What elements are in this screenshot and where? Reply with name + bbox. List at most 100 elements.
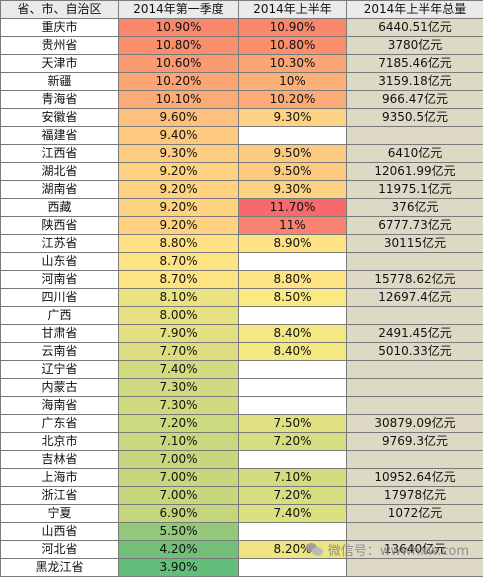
h1-rate-cell — [238, 252, 347, 271]
table-row: 陕西省 9.20% 11% 6777.73亿元 — [0, 216, 483, 235]
q1-rate-cell: 10.10% — [118, 90, 239, 109]
q1-rate-cell: 10.90% — [118, 18, 239, 37]
q1-rate-cell: 8.70% — [118, 252, 239, 271]
h1-total-cell: 6410亿元 — [346, 144, 483, 163]
q1-rate-cell: 7.20% — [118, 414, 239, 433]
region-cell: 福建省 — [0, 126, 119, 145]
table-row: 河南省 8.70% 8.80% 15778.62亿元 — [0, 270, 483, 289]
h1-rate-cell: 10% — [238, 72, 347, 91]
region-cell: 江西省 — [0, 144, 119, 163]
h1-rate-cell: 7.20% — [238, 432, 347, 451]
q1-rate-cell: 10.80% — [118, 36, 239, 55]
region-cell: 广东省 — [0, 414, 119, 433]
region-cell: 青海省 — [0, 90, 119, 109]
h1-total-cell: 9769.3亿元 — [346, 432, 483, 451]
table-row: 北京市 7.10% 7.20% 9769.3亿元 — [0, 432, 483, 451]
table-row: 湖南省 9.20% 9.30% 11975.1亿元 — [0, 180, 483, 199]
q1-rate-cell: 3.90% — [118, 558, 239, 577]
h1-total-cell — [346, 306, 483, 325]
h1-total-cell: 6777.73亿元 — [346, 216, 483, 235]
h1-rate-cell — [238, 450, 347, 469]
header-h1: 2014年上半年 — [238, 0, 347, 19]
h1-total-cell: 10952.64亿元 — [346, 468, 483, 487]
h1-total-cell: 966.47亿元 — [346, 90, 483, 109]
region-cell: 云南省 — [0, 342, 119, 361]
h1-rate-cell: 8.40% — [238, 342, 347, 361]
h1-rate-cell: 9.30% — [238, 180, 347, 199]
region-cell: 新疆 — [0, 72, 119, 91]
h1-total-cell — [346, 252, 483, 271]
region-cell: 重庆市 — [0, 18, 119, 37]
q1-rate-cell: 8.10% — [118, 288, 239, 307]
q1-rate-cell: 9.40% — [118, 126, 239, 145]
h1-rate-cell — [238, 378, 347, 397]
region-cell: 西藏 — [0, 198, 119, 217]
h1-rate-cell: 7.40% — [238, 504, 347, 523]
h1-total-cell: 12697.4亿元 — [346, 288, 483, 307]
h1-rate-cell — [238, 522, 347, 541]
h1-rate-cell: 11% — [238, 216, 347, 235]
table-row: 贵州省 10.80% 10.80% 3780亿元 — [0, 36, 483, 55]
h1-rate-cell: 8.50% — [238, 288, 347, 307]
table-row: 河北省 4.20% 8.20% 13640亿元 — [0, 540, 483, 559]
table-row: 新疆 10.20% 10% 3159.18亿元 — [0, 72, 483, 91]
table-row: 甘肃省 7.90% 8.40% 2491.45亿元 — [0, 324, 483, 343]
table-row: 四川省 8.10% 8.50% 12697.4亿元 — [0, 288, 483, 307]
table-row: 湖北省 9.20% 9.50% 12061.99亿元 — [0, 162, 483, 181]
region-cell: 北京市 — [0, 432, 119, 451]
region-cell: 黑龙江省 — [0, 558, 119, 577]
q1-rate-cell: 8.70% — [118, 270, 239, 289]
h1-rate-cell: 8.80% — [238, 270, 347, 289]
region-cell: 内蒙古 — [0, 378, 119, 397]
q1-rate-cell: 9.20% — [118, 180, 239, 199]
h1-total-cell: 3780亿元 — [346, 36, 483, 55]
table-row: 广西 8.00% — [0, 306, 483, 325]
header-row: 省、市、自治区 2014年第一季度 2014年上半年 2014年上半年总量 — [0, 0, 483, 19]
h1-rate-cell: 11.70% — [238, 198, 347, 217]
region-cell: 湖南省 — [0, 180, 119, 199]
h1-total-cell: 17978亿元 — [346, 486, 483, 505]
q1-rate-cell: 8.80% — [118, 234, 239, 253]
h1-rate-cell — [238, 396, 347, 415]
h1-total-cell — [346, 396, 483, 415]
table-row: 安徽省 9.60% 9.30% 9350.5亿元 — [0, 108, 483, 127]
h1-rate-cell — [238, 558, 347, 577]
table-row: 上海市 7.00% 7.10% 10952.64亿元 — [0, 468, 483, 487]
h1-total-cell: 5010.33亿元 — [346, 342, 483, 361]
region-cell: 天津市 — [0, 54, 119, 73]
table-row: 山东省 8.70% — [0, 252, 483, 271]
h1-total-cell: 6440.51亿元 — [346, 18, 483, 37]
region-cell: 贵州省 — [0, 36, 119, 55]
q1-rate-cell: 7.90% — [118, 324, 239, 343]
h1-total-cell: 30115亿元 — [346, 234, 483, 253]
table-row: 西藏 9.20% 11.70% 376亿元 — [0, 198, 483, 217]
h1-total-cell: 15778.62亿元 — [346, 270, 483, 289]
h1-rate-cell — [238, 306, 347, 325]
h1-total-cell: 1072亿元 — [346, 504, 483, 523]
h1-rate-cell: 10.30% — [238, 54, 347, 73]
h1-rate-cell: 9.50% — [238, 162, 347, 181]
table-row: 江西省 9.30% 9.50% 6410亿元 — [0, 144, 483, 163]
region-cell: 江苏省 — [0, 234, 119, 253]
region-cell: 山东省 — [0, 252, 119, 271]
table-row: 广东省 7.20% 7.50% 30879.09亿元 — [0, 414, 483, 433]
table-row: 吉林省 7.00% — [0, 450, 483, 469]
watermark-text: 微信号：wwwhxw.com — [327, 544, 469, 559]
h1-rate-cell — [238, 126, 347, 145]
q1-rate-cell: 6.90% — [118, 504, 239, 523]
h1-rate-cell: 7.10% — [238, 468, 347, 487]
q1-rate-cell: 7.30% — [118, 396, 239, 415]
h1-total-cell — [346, 558, 483, 577]
table-row: 浙江省 7.00% 7.20% 17978亿元 — [0, 486, 483, 505]
q1-rate-cell: 4.20% — [118, 540, 239, 559]
h1-total-cell: 3159.18亿元 — [346, 72, 483, 91]
header-region: 省、市、自治区 — [0, 0, 119, 19]
region-cell: 宁夏 — [0, 504, 119, 523]
h1-total-cell: 376亿元 — [346, 198, 483, 217]
q1-rate-cell: 10.60% — [118, 54, 239, 73]
region-cell: 湖北省 — [0, 162, 119, 181]
q1-rate-cell: 10.20% — [118, 72, 239, 91]
q1-rate-cell: 9.30% — [118, 144, 239, 163]
region-cell: 安徽省 — [0, 108, 119, 127]
